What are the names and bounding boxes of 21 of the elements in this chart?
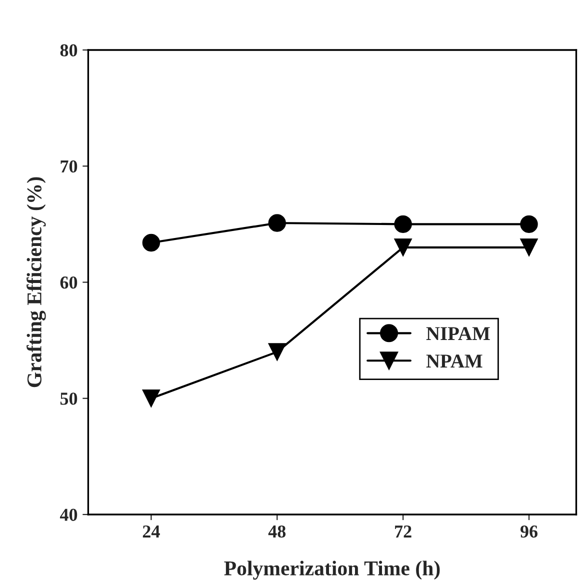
legend-label: NIPAM [426,327,490,340]
y-tick-label: 50 [60,392,78,405]
legend-label: NPAM [426,354,482,368]
point [394,238,412,256]
point [268,214,286,232]
x-tick-label: 72 [395,525,412,538]
x-tick-label: 96 [520,525,538,538]
y-tick-label: 60 [60,276,78,289]
point [268,343,286,361]
point [142,234,160,252]
x-tick-label: 48 [268,525,286,538]
point [520,238,538,256]
point [520,215,538,234]
y-tick-label: 80 [60,44,78,56]
x-axis-title: Polymerization Time (h) [224,560,440,580]
point [142,390,160,408]
y-axis-title: Grafting Efficiency (%) [26,177,46,388]
y-tick-label: 40 [60,508,78,521]
y-tick-label: 70 [60,160,78,173]
x-tick-label: 24 [142,525,160,538]
point [394,215,412,234]
